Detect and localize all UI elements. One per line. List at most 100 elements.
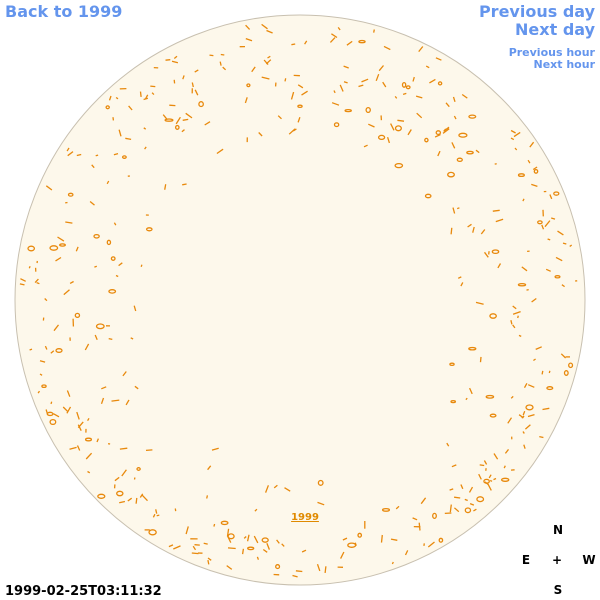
- active-region: [87, 417, 90, 422]
- active-region: [291, 43, 296, 46]
- active-region: [449, 488, 454, 491]
- active-region: [344, 108, 352, 113]
- active-region: [94, 265, 98, 268]
- active-region: [478, 473, 482, 480]
- active-region: [569, 244, 573, 247]
- active-region: [554, 275, 561, 279]
- active-region: [472, 226, 475, 233]
- active-region: [512, 310, 521, 315]
- active-region: [491, 249, 500, 255]
- active-region: [340, 551, 345, 559]
- active-region: [100, 397, 105, 405]
- active-region: [424, 193, 432, 199]
- active-region: [113, 152, 119, 156]
- active-region: [451, 142, 456, 149]
- active-region: [358, 39, 366, 44]
- active-region: [395, 505, 400, 510]
- active-region: [551, 217, 556, 220]
- previous-day-link[interactable]: Previous day: [479, 2, 596, 21]
- active-region: [529, 141, 535, 148]
- active-region: [333, 122, 340, 128]
- active-region: [513, 131, 521, 138]
- next-day-link[interactable]: Next day: [515, 20, 596, 39]
- active-region: [438, 537, 444, 543]
- active-region: [394, 125, 402, 132]
- active-region: [394, 96, 398, 99]
- active-region: [106, 239, 112, 246]
- active-region: [36, 281, 40, 285]
- active-region: [277, 115, 282, 120]
- active-region: [50, 401, 53, 405]
- active-region: [510, 137, 515, 141]
- active-region: [284, 78, 287, 82]
- active-region: [361, 78, 369, 83]
- active-region: [122, 371, 127, 377]
- active-region: [295, 570, 303, 573]
- active-region: [141, 494, 148, 502]
- active-region: [140, 264, 143, 268]
- active-region: [468, 346, 477, 351]
- previous-hour-link[interactable]: Previous hour: [509, 46, 596, 59]
- active-region: [521, 266, 528, 272]
- active-region: [207, 557, 212, 561]
- active-region: [464, 507, 472, 514]
- active-region: [185, 526, 189, 535]
- active-region: [357, 532, 363, 538]
- active-region: [342, 537, 348, 541]
- next-hour-link[interactable]: Next hour: [534, 58, 596, 71]
- active-region: [418, 46, 424, 53]
- active-region: [495, 218, 504, 223]
- active-region: [524, 424, 531, 430]
- active-region: [549, 194, 553, 200]
- active-region: [489, 313, 497, 319]
- active-region: [500, 477, 510, 482]
- solar-disk: [14, 14, 586, 586]
- active-region: [206, 495, 209, 499]
- active-region: [461, 93, 468, 99]
- active-region: [74, 312, 81, 319]
- active-region: [37, 390, 41, 394]
- active-region: [174, 124, 180, 130]
- active-region: [333, 90, 336, 94]
- active-region: [125, 399, 130, 406]
- active-region: [450, 399, 457, 404]
- active-region: [203, 542, 208, 545]
- active-region: [211, 447, 219, 451]
- active-region: [427, 541, 435, 548]
- active-region: [284, 487, 291, 492]
- active-region: [108, 95, 112, 101]
- active-region: [267, 55, 271, 59]
- active-region: [155, 509, 158, 514]
- active-region: [276, 539, 280, 544]
- back-link[interactable]: Back to 1999: [5, 2, 122, 21]
- active-region: [77, 424, 82, 431]
- active-region: [527, 159, 531, 164]
- active-region: [66, 147, 70, 152]
- active-region: [39, 373, 43, 376]
- active-region: [76, 153, 82, 157]
- year-link[interactable]: 1999: [291, 512, 319, 523]
- active-region: [365, 106, 371, 114]
- active-region: [545, 268, 551, 272]
- active-region: [512, 324, 516, 329]
- active-region: [522, 198, 525, 202]
- active-region: [560, 353, 567, 359]
- active-region: [75, 246, 79, 252]
- active-region: [483, 478, 490, 484]
- active-region: [41, 384, 47, 389]
- active-region: [220, 53, 225, 56]
- active-region: [442, 128, 450, 134]
- active-region: [175, 116, 181, 125]
- active-region: [375, 73, 380, 82]
- active-region: [106, 180, 110, 185]
- active-region: [548, 370, 551, 374]
- active-region: [469, 502, 475, 506]
- active-region: [114, 476, 120, 482]
- active-region: [130, 337, 134, 340]
- active-region: [49, 245, 59, 251]
- active-region: [28, 266, 31, 269]
- active-region: [457, 276, 462, 279]
- active-region: [263, 59, 269, 66]
- active-region: [121, 469, 127, 477]
- active-region: [475, 149, 480, 154]
